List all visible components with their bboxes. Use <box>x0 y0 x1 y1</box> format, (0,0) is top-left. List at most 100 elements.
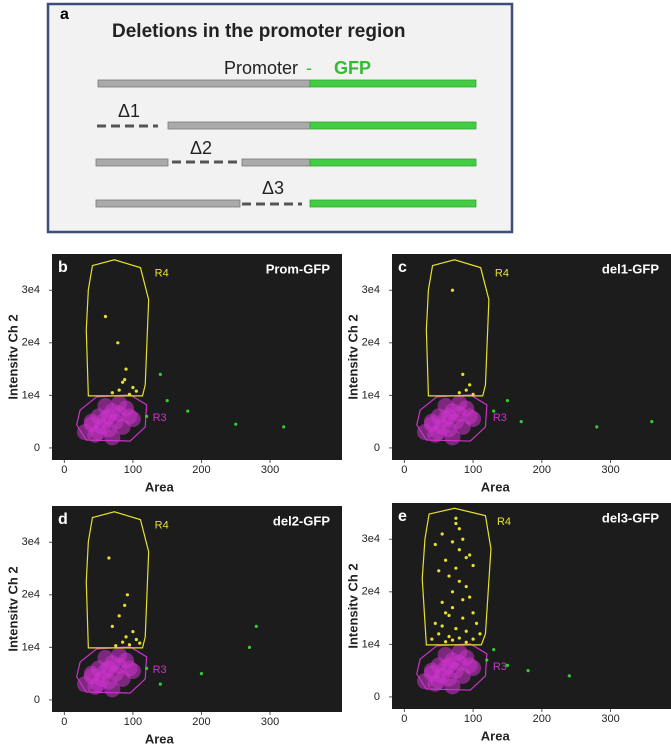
gate-label: R3 <box>493 412 507 424</box>
point <box>145 666 149 670</box>
point <box>464 629 468 633</box>
plot-content <box>416 507 571 695</box>
y-tick-label: 1e4 <box>22 389 40 401</box>
point <box>440 624 444 628</box>
x-tick-label: 300 <box>601 713 619 725</box>
x-tick-label: 100 <box>464 464 482 476</box>
point <box>117 388 121 392</box>
promoter-label: Promoter <box>224 58 298 78</box>
point <box>124 367 128 371</box>
point <box>165 399 169 403</box>
point <box>117 614 121 618</box>
point <box>505 663 510 667</box>
x-tick-label: 100 <box>464 713 482 725</box>
y-axis-label: Intensitv Ch 2 <box>345 563 360 648</box>
gate <box>421 507 492 646</box>
x-tick-label: 200 <box>192 464 210 476</box>
y-axis-label: Intensitv Ch 2 <box>5 566 20 651</box>
point <box>124 411 141 428</box>
point <box>107 556 111 560</box>
point <box>650 420 654 424</box>
plot-content <box>76 511 258 698</box>
point <box>454 566 458 570</box>
y-tick-label: 2e4 <box>362 586 380 598</box>
x-tick-label: 200 <box>192 716 210 728</box>
point <box>121 380 125 384</box>
point <box>123 603 127 607</box>
point <box>444 678 461 695</box>
gate-label: R4 <box>155 268 169 280</box>
point <box>492 409 496 413</box>
point <box>451 395 468 412</box>
point <box>437 632 441 636</box>
point <box>104 429 121 446</box>
point <box>100 408 117 425</box>
y-tick-label: 3e4 <box>22 536 40 548</box>
point <box>457 636 461 640</box>
gfp-label: GFP <box>334 58 371 78</box>
point <box>138 641 142 645</box>
point <box>100 660 117 677</box>
x-axis-label: Area <box>481 728 511 743</box>
y-axis-label: Intensitv Ch 2 <box>345 314 360 399</box>
point <box>110 391 114 395</box>
panel-title: del1-GFP <box>602 261 659 276</box>
point <box>567 674 571 678</box>
point <box>127 392 132 396</box>
point <box>447 574 451 578</box>
point <box>465 411 482 428</box>
point <box>440 532 444 536</box>
point <box>465 660 482 677</box>
x-axis-label: Area <box>481 479 511 494</box>
point <box>471 637 475 641</box>
y-tick-label: 1e4 <box>22 641 40 653</box>
point <box>254 624 258 628</box>
panel-label: a <box>60 6 69 23</box>
point <box>519 420 523 424</box>
point <box>505 399 510 403</box>
dash-label: - <box>306 58 312 78</box>
point <box>444 611 448 615</box>
x-axis-label: Area <box>145 479 175 494</box>
panel-title: Deletions in the promoter region <box>112 21 405 42</box>
gate-label: R3 <box>153 412 167 424</box>
point <box>145 414 149 418</box>
point <box>468 383 472 387</box>
point <box>134 389 138 393</box>
point <box>461 537 465 541</box>
point <box>468 553 472 557</box>
point <box>123 377 127 382</box>
point <box>433 542 437 547</box>
panel-a-box <box>46 2 514 234</box>
point <box>450 288 455 292</box>
point <box>423 413 440 430</box>
x-tick-label: 200 <box>533 464 551 476</box>
point <box>450 540 455 544</box>
point <box>450 590 455 594</box>
point <box>131 629 135 634</box>
x-tick-label: 0 <box>61 464 67 476</box>
point <box>471 563 475 568</box>
y-axis-label: Intensitv Ch 2 <box>5 314 20 399</box>
panel-title: Prom-GFP <box>266 261 331 276</box>
point <box>454 516 458 520</box>
point <box>447 634 451 639</box>
point <box>457 548 461 552</box>
panel-title: del2-GFP <box>273 513 330 528</box>
point <box>440 600 444 604</box>
point <box>464 388 468 392</box>
point <box>158 682 162 686</box>
point <box>461 372 465 376</box>
point <box>131 385 135 390</box>
y-tick-label: 3e4 <box>362 284 380 296</box>
point <box>121 640 125 644</box>
panel-label: c <box>398 259 407 276</box>
x-tick-label: 100 <box>124 464 142 476</box>
y-tick-label: 0 <box>34 694 40 706</box>
point <box>127 643 132 647</box>
x-tick-label: 0 <box>401 464 407 476</box>
point <box>457 527 461 531</box>
y-tick-label: 0 <box>34 442 40 454</box>
x-axis-label: Area <box>145 731 175 746</box>
x-tick-label: 300 <box>261 464 279 476</box>
